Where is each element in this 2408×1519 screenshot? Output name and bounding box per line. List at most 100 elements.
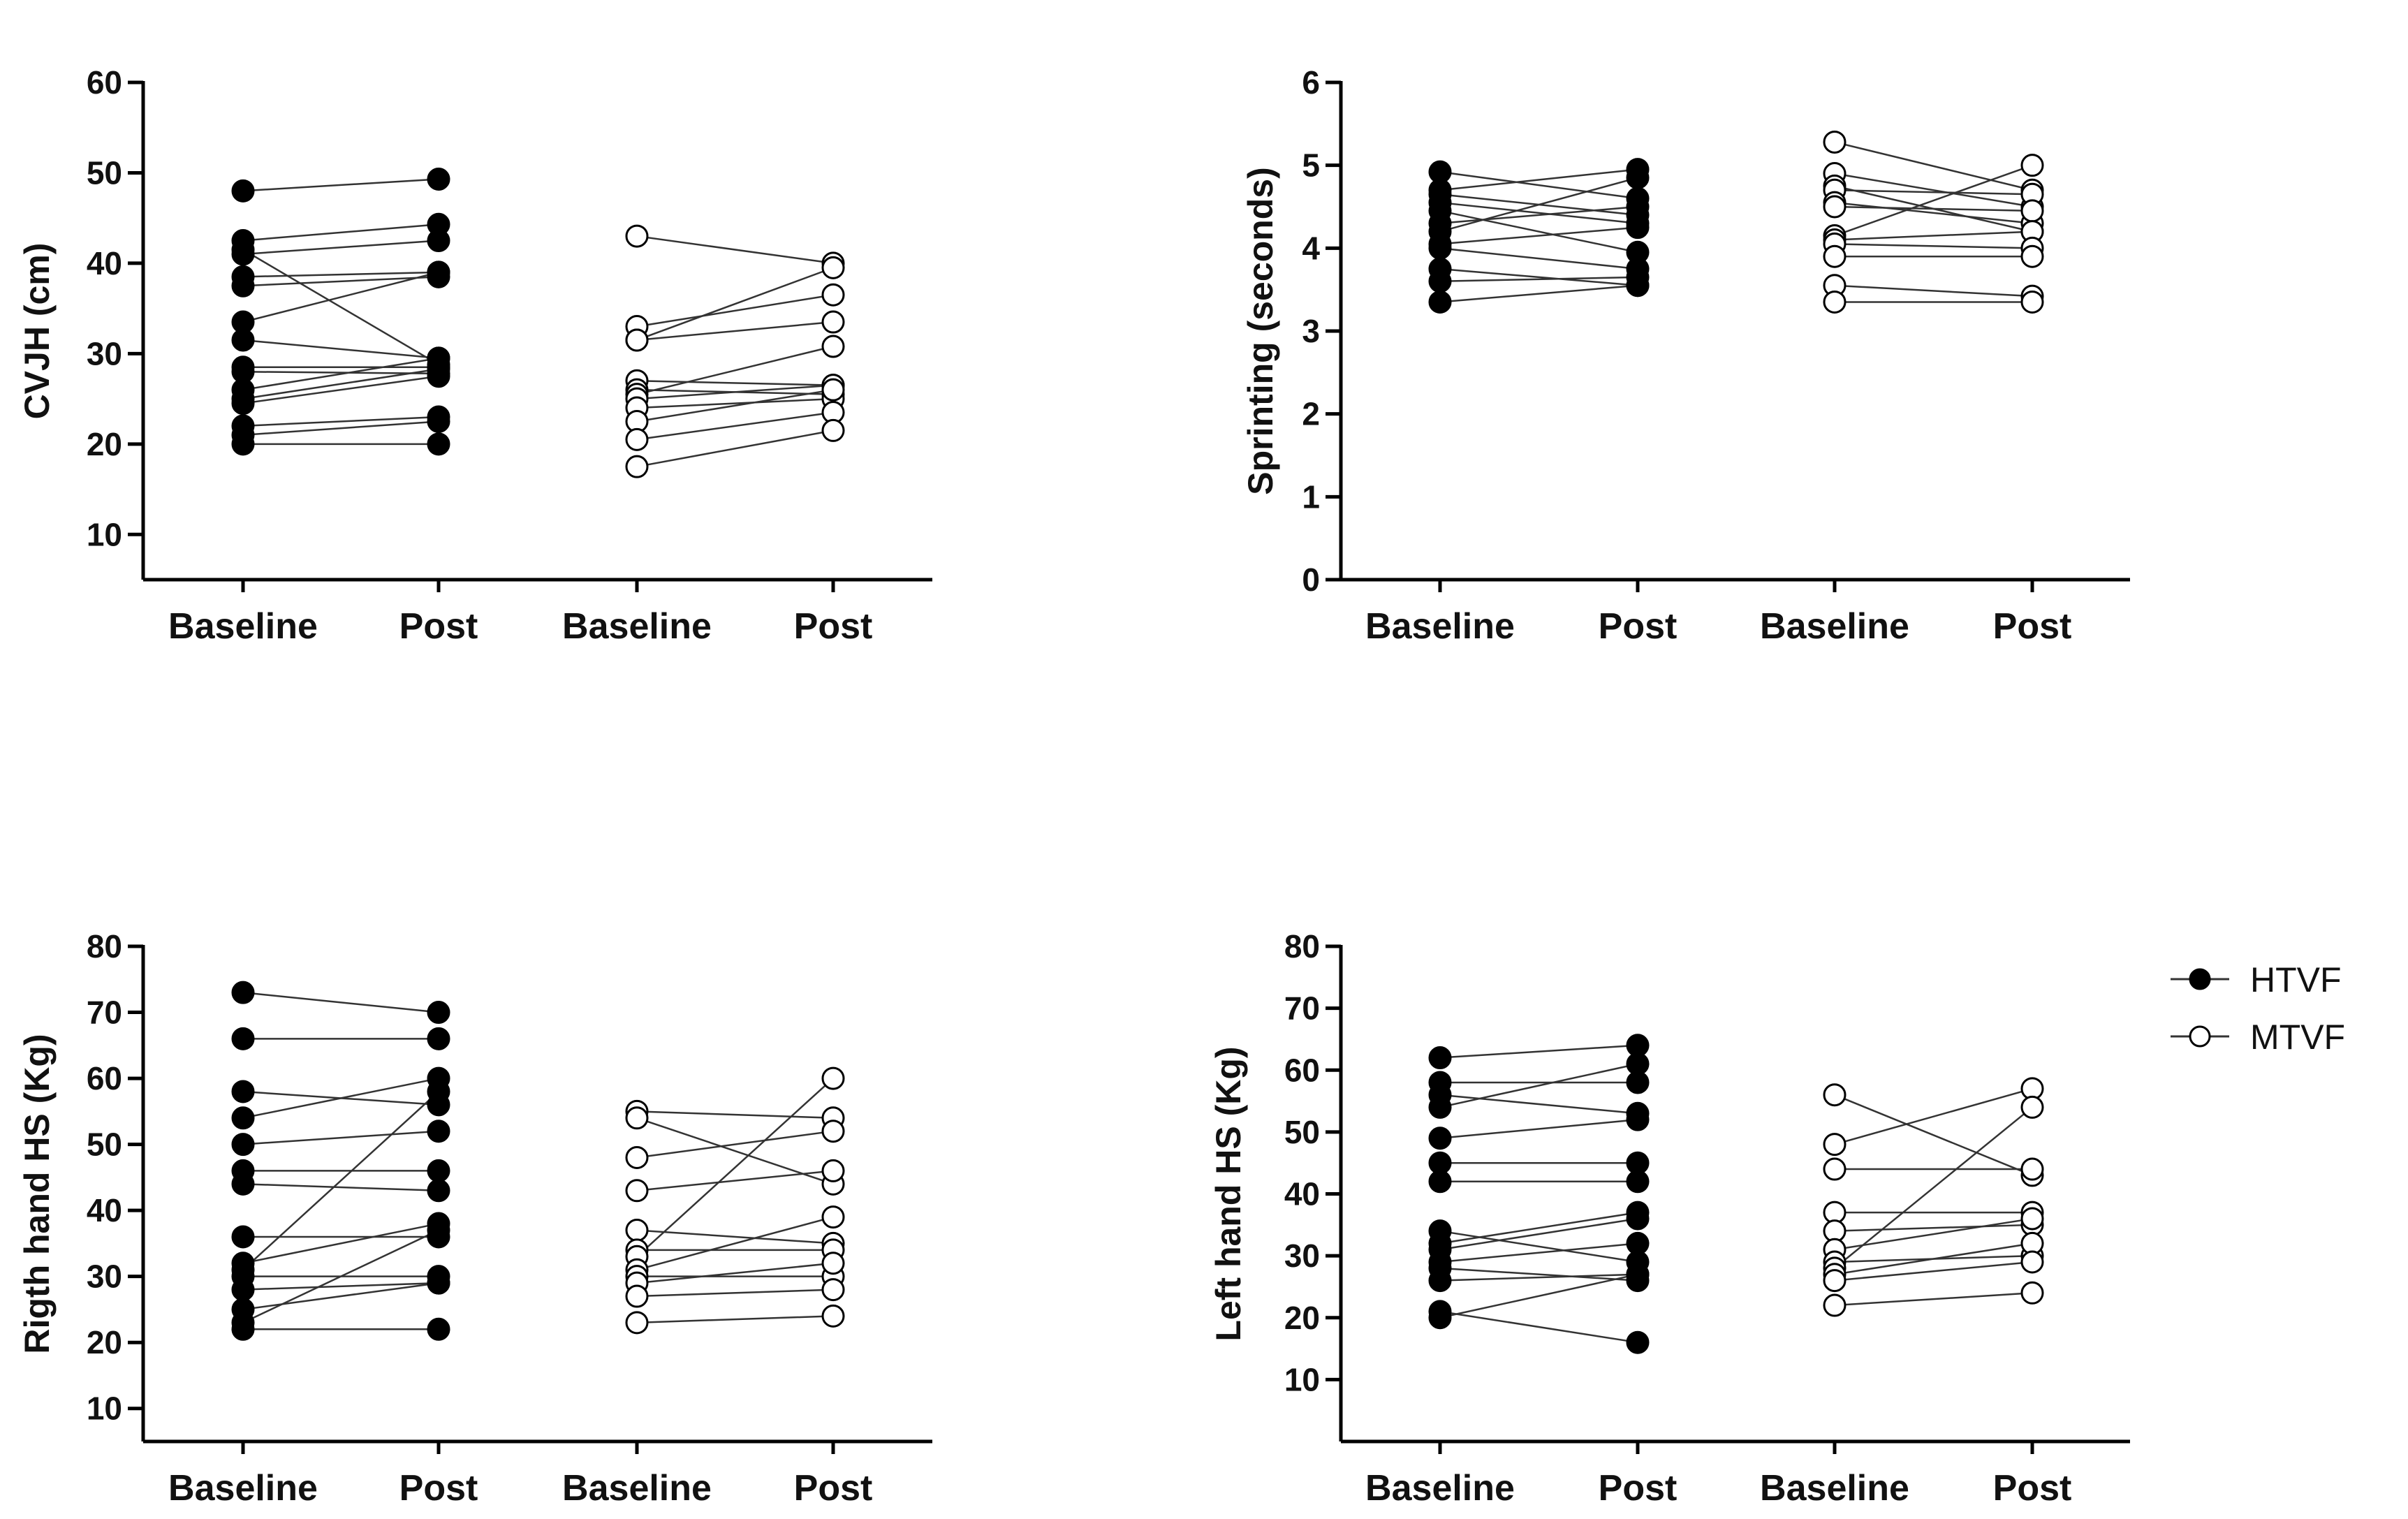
x-category-label: Post (794, 1468, 873, 1509)
data-point-mtvf (625, 224, 649, 248)
x-category-label: Post (399, 606, 478, 647)
pair-connector-line (242, 1130, 439, 1145)
data-point-htvf (427, 409, 450, 433)
y-tick-label: 70 (1284, 990, 1320, 1027)
chart-panel-1: 10 20 30 40 50 60 Baseline Post Baseline Post CVJH… (17, 64, 932, 647)
y-tick-label: 70 (87, 995, 122, 1031)
y-tick-label: 40 (87, 1192, 122, 1228)
x-category-label: Baseline (168, 1468, 318, 1509)
data-point-htvf (427, 1218, 450, 1242)
pair-connector-line (1439, 1044, 1638, 1059)
y-tick-label: 50 (87, 1127, 122, 1163)
data-point-htvf (231, 1027, 255, 1050)
pair-connector-line (242, 178, 439, 192)
data-point-htvf (1428, 1306, 1452, 1330)
data-point-mtvf (625, 1146, 649, 1170)
chart-panel-4: 10 20 30 40 50 60 70 80 Baseline Post Baseline Post… (1209, 928, 2130, 1509)
data-point-mtvf (1823, 130, 1847, 154)
data-point-htvf (427, 432, 450, 456)
y-tick-label: 6 (1302, 64, 1320, 101)
data-point-htvf (1428, 1095, 1452, 1119)
data-point-mtvf (821, 1252, 845, 1275)
pair-connector-line (242, 1229, 439, 1323)
data-point-mtvf (821, 256, 845, 279)
pair-connector-line (1439, 210, 1638, 254)
pair-connector-line (636, 1289, 834, 1298)
x-category-label: Baseline (1760, 606, 1909, 647)
data-point-mtvf (821, 283, 845, 307)
y-tick-label: 1 (1302, 478, 1320, 515)
pair-connector-line (1834, 1292, 2033, 1307)
y-tick-label: 50 (87, 154, 122, 191)
pair-connector-line (636, 235, 834, 265)
data-point-mtvf (821, 1278, 845, 1302)
data-point-htvf (1626, 216, 1650, 240)
pair-connector-line (1834, 243, 2033, 249)
y-axis-title: Sprinting (seconds) (1241, 167, 1280, 494)
data-point-htvf (1626, 195, 1650, 219)
pair-connector-line (1439, 226, 1638, 245)
pair-connector-line (242, 1282, 439, 1291)
data-point-htvf (1428, 1127, 1452, 1150)
data-point-mtvf (1823, 1083, 1847, 1107)
data-point-mtvf (2020, 1207, 2044, 1231)
pair-connector-line (1439, 168, 1638, 191)
data-point-mtvf (1823, 1157, 1847, 1181)
data-point-mtvf (625, 1284, 649, 1308)
x-category-label: Baseline (1365, 1468, 1515, 1509)
pair-connector-line (636, 1117, 834, 1185)
data-point-htvf (231, 392, 255, 416)
pair-connector-line (636, 345, 834, 395)
pair-connector-line (636, 293, 834, 328)
pair-connector-line (1834, 1106, 2033, 1269)
pair-connector-line (242, 991, 439, 1013)
data-point-htvf (427, 1027, 450, 1050)
pair-connector-line (242, 339, 439, 360)
pair-connector-line (1439, 1217, 1638, 1251)
data-point-htvf (427, 1271, 450, 1295)
pair-connector-line (1834, 164, 2033, 237)
data-point-mtvf (2020, 1281, 2044, 1305)
x-category-label: Post (1599, 1468, 1677, 1509)
pair-connector-line (1439, 267, 1638, 286)
legend-label-mtvf: MTVF (2250, 1018, 2345, 1057)
data-point-htvf (1626, 166, 1650, 189)
data-point-htvf (1428, 290, 1452, 314)
chart-panel-2: 0 1 2 3 4 5 6 Baseline Post Baseline Post Sprinting… (1241, 64, 2130, 647)
y-tick-label: 30 (1284, 1238, 1320, 1274)
y-tick-label: 40 (87, 245, 122, 281)
pair-connector-line (636, 388, 834, 423)
y-tick-label: 4 (1302, 230, 1320, 266)
series-htvf (1428, 158, 1650, 314)
y-tick-label: 5 (1302, 147, 1320, 184)
x-category-label: Post (399, 1468, 478, 1509)
y-tick-label: 10 (1284, 1361, 1320, 1397)
data-point-htvf (231, 179, 255, 203)
data-point-htvf (427, 1080, 450, 1103)
data-point-mtvf (625, 1218, 649, 1242)
data-point-mtvf (625, 455, 649, 478)
y-axis-title: Left hand HS (Kg) (1209, 1046, 1248, 1341)
y-tick-label: 20 (87, 1324, 122, 1360)
pair-connector-line (636, 384, 834, 400)
data-point-htvf (1626, 1170, 1650, 1194)
data-point-mtvf (1823, 290, 1847, 314)
pair-connector-line (1439, 1211, 1638, 1245)
pair-connector-line (242, 416, 439, 427)
pair-connector-line (242, 420, 439, 436)
pair-connector-line (636, 1110, 834, 1120)
pair-connector-line (1834, 284, 2033, 298)
data-point-htvf (1626, 1052, 1650, 1076)
pair-connector-line (242, 240, 439, 256)
y-tick-label: 60 (87, 1060, 122, 1096)
data-point-mtvf (821, 1205, 845, 1229)
pair-connector-line (1439, 1267, 1638, 1282)
data-point-mtvf (2020, 244, 2044, 268)
pair-connector-line (242, 249, 439, 365)
data-point-mtvf (625, 1106, 649, 1130)
pair-connector-line (1834, 173, 2033, 208)
data-point-mtvf (2020, 154, 2044, 177)
pair-connector-line (1834, 205, 2033, 212)
pair-connector-line (1439, 247, 1638, 270)
